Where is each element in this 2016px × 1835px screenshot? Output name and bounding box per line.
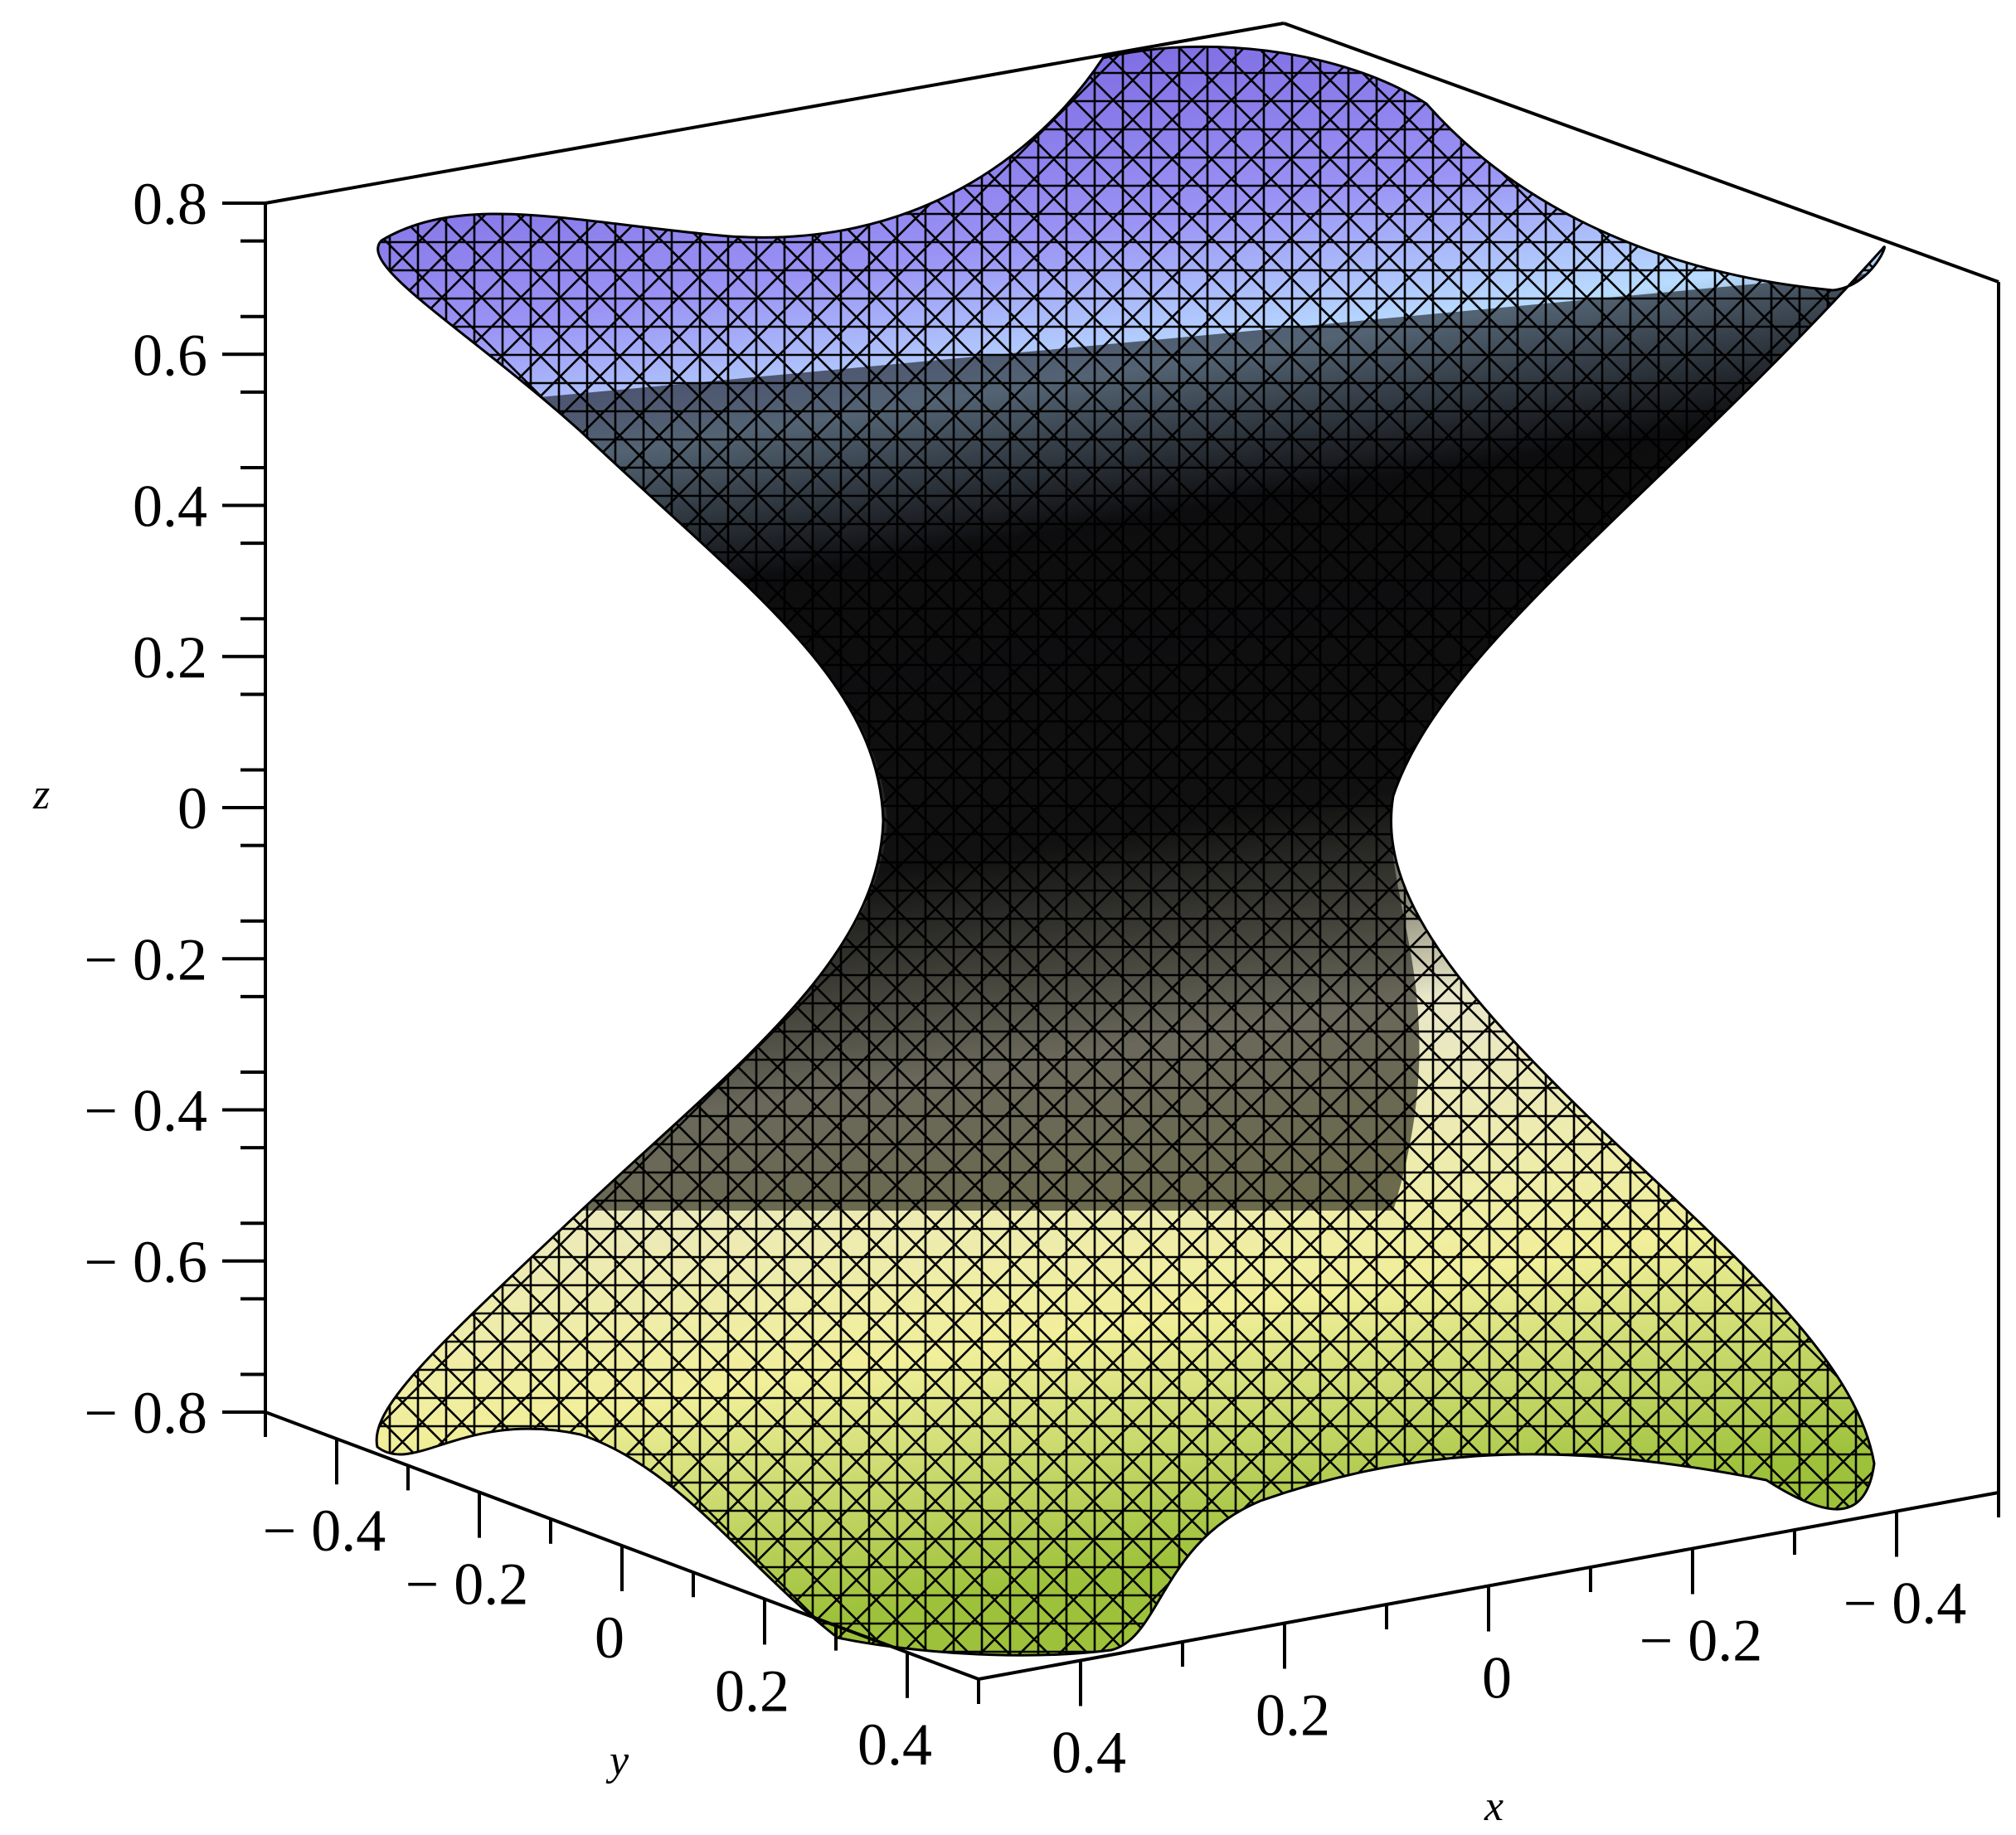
y-tick-label: 0.4 xyxy=(857,1711,932,1778)
z-tick-label: 0 xyxy=(177,775,207,842)
z-tick-label: − 0.4 xyxy=(84,1078,207,1144)
x-tick-label: 0 xyxy=(1482,1645,1512,1711)
y-axis: − 0.4 − 0.2 0 0.2 0.4 xyxy=(263,1412,980,1778)
x-tick-label: − 0.4 xyxy=(1844,1570,1967,1637)
x-tick-label: − 0.2 xyxy=(1640,1608,1763,1674)
y-tick-label: − 0.2 xyxy=(406,1551,529,1618)
x-axis: 0.4 0.2 0 − 0.2 − 0.4 xyxy=(977,1493,2000,1786)
z-tick-label: 0.6 xyxy=(133,322,207,388)
x-tick-label: 0.2 xyxy=(1256,1682,1330,1749)
throat-shadow xyxy=(531,274,1866,1211)
x-tick-label: 0.4 xyxy=(1052,1720,1126,1786)
x-axis-label: x xyxy=(1484,1783,1503,1830)
box-edge-top-back-right xyxy=(1283,22,1999,284)
hyperboloid-surface xyxy=(375,45,1886,1657)
y-tick-label: 0 xyxy=(595,1604,624,1671)
z-axis: 0.8 0.6 0.4 0.2 0 − 0.2 − 0.4 − 0.6 − 0.8 xyxy=(84,171,265,1446)
z-tick-label: − 0.2 xyxy=(84,926,207,993)
z-tick-label: − 0.6 xyxy=(84,1229,207,1295)
y-tick-label: − 0.4 xyxy=(263,1498,386,1564)
z-tick-label: − 0.8 xyxy=(84,1380,207,1446)
z-tick-label: 0.4 xyxy=(133,473,207,540)
z-tick-label: 0.2 xyxy=(133,624,207,691)
z-axis-label: z xyxy=(32,771,50,818)
y-tick-label: 0.2 xyxy=(715,1658,789,1724)
z-tick-label: 0.8 xyxy=(133,171,207,237)
y-axis-label: y xyxy=(605,1737,629,1784)
surface-outline xyxy=(375,45,1886,1657)
box-edge-top-back-left xyxy=(265,22,1285,205)
